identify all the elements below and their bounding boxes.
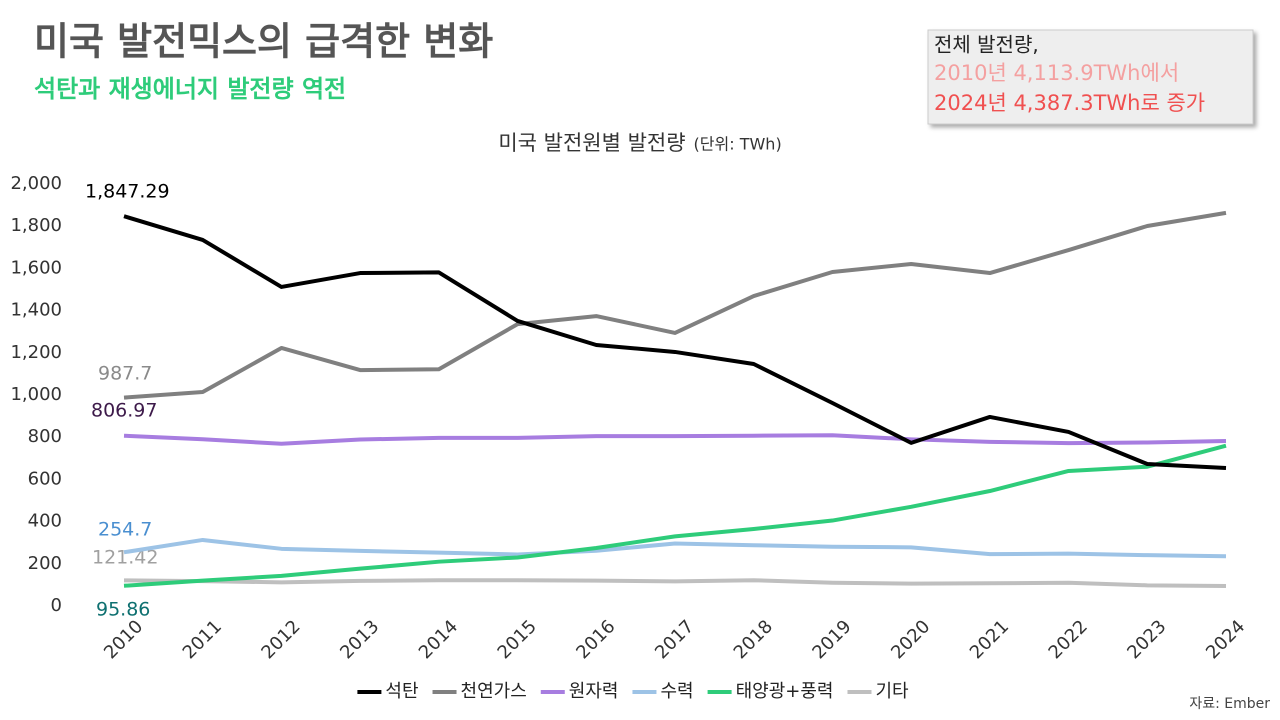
legend-label: 천연가스 bbox=[461, 681, 527, 702]
x-tick-label: 2022 bbox=[1045, 616, 1092, 663]
x-tick-label: 2010 bbox=[100, 616, 147, 663]
y-tick-label: 800 bbox=[28, 426, 62, 447]
x-tick-label: 2018 bbox=[730, 616, 777, 663]
series-line bbox=[123, 214, 1227, 471]
info-line: 2024년 4,387.3TWh로 증가 bbox=[934, 91, 1205, 115]
series-line bbox=[123, 578, 1227, 588]
y-tick-label: 1,400 bbox=[10, 300, 62, 321]
x-tick-label: 2011 bbox=[179, 616, 226, 663]
x-tick-label: 2013 bbox=[336, 616, 383, 663]
title: 미국 발전믹스의 급격한 변화 bbox=[34, 20, 493, 64]
legend-item: 기타 bbox=[847, 681, 909, 702]
legend-label: 태양광+풍력 bbox=[736, 681, 834, 702]
chart-unit: (단위: TWh) bbox=[694, 135, 782, 154]
y-tick-label: 1,800 bbox=[10, 215, 62, 236]
data-label: 1,847.29 bbox=[85, 181, 170, 203]
x-tick-label: 2016 bbox=[572, 616, 619, 663]
x-tick-label: 2019 bbox=[808, 616, 855, 663]
chart-title: 미국 발전원별 발전량 bbox=[498, 131, 685, 155]
series-line bbox=[123, 210, 1227, 400]
y-tick-label: 1,000 bbox=[10, 384, 62, 405]
source: 자료: Ember bbox=[1189, 696, 1270, 712]
x-tick-label: 2014 bbox=[415, 616, 462, 663]
subtitle: 석탄과 재생에너지 발전량 역전 bbox=[34, 75, 346, 103]
y-tick-label: 2,000 bbox=[10, 173, 62, 194]
legend-item: 석탄 bbox=[357, 681, 419, 702]
info-line: 2010년 4,113.9TWh에서 bbox=[934, 61, 1179, 85]
data-label: 95.86 bbox=[96, 599, 150, 621]
series-line bbox=[123, 433, 1227, 446]
data-label: 121.42 bbox=[92, 547, 158, 569]
x-tick-label: 2012 bbox=[257, 616, 304, 663]
x-tick-label: 2023 bbox=[1123, 616, 1170, 663]
legend-item: 원자력 bbox=[540, 681, 619, 702]
legend-label: 기타 bbox=[875, 681, 909, 702]
x-tick-label: 2017 bbox=[651, 616, 698, 663]
y-tick-label: 200 bbox=[28, 553, 62, 574]
info-line: 전체 발전량, bbox=[934, 33, 1039, 57]
legend-label: 원자력 bbox=[569, 681, 619, 702]
y-tick-label: 0 bbox=[51, 595, 62, 616]
series-line bbox=[123, 443, 1227, 588]
data-label: 254.7 bbox=[98, 519, 152, 541]
legend-item: 수력 bbox=[632, 681, 694, 702]
x-tick-label: 2021 bbox=[966, 616, 1013, 663]
data-label: 987.7 bbox=[98, 363, 152, 385]
y-tick-label: 400 bbox=[28, 511, 62, 532]
legend-item: 태양광+풍력 bbox=[707, 681, 834, 702]
x-tick-label: 2024 bbox=[1202, 616, 1249, 663]
x-tick-label: 2015 bbox=[494, 616, 541, 663]
legend-label: 수력 bbox=[660, 681, 693, 702]
y-tick-label: 600 bbox=[28, 468, 62, 489]
legend-item: 천연가스 bbox=[432, 681, 527, 702]
series-line bbox=[123, 537, 1227, 559]
legend-label: 석탄 bbox=[385, 681, 418, 702]
y-tick-label: 1,600 bbox=[10, 257, 62, 278]
x-tick-label: 2020 bbox=[887, 616, 934, 663]
data-label: 806.97 bbox=[91, 400, 157, 422]
y-tick-label: 1,200 bbox=[10, 342, 62, 363]
info-box bbox=[927, 29, 1254, 125]
